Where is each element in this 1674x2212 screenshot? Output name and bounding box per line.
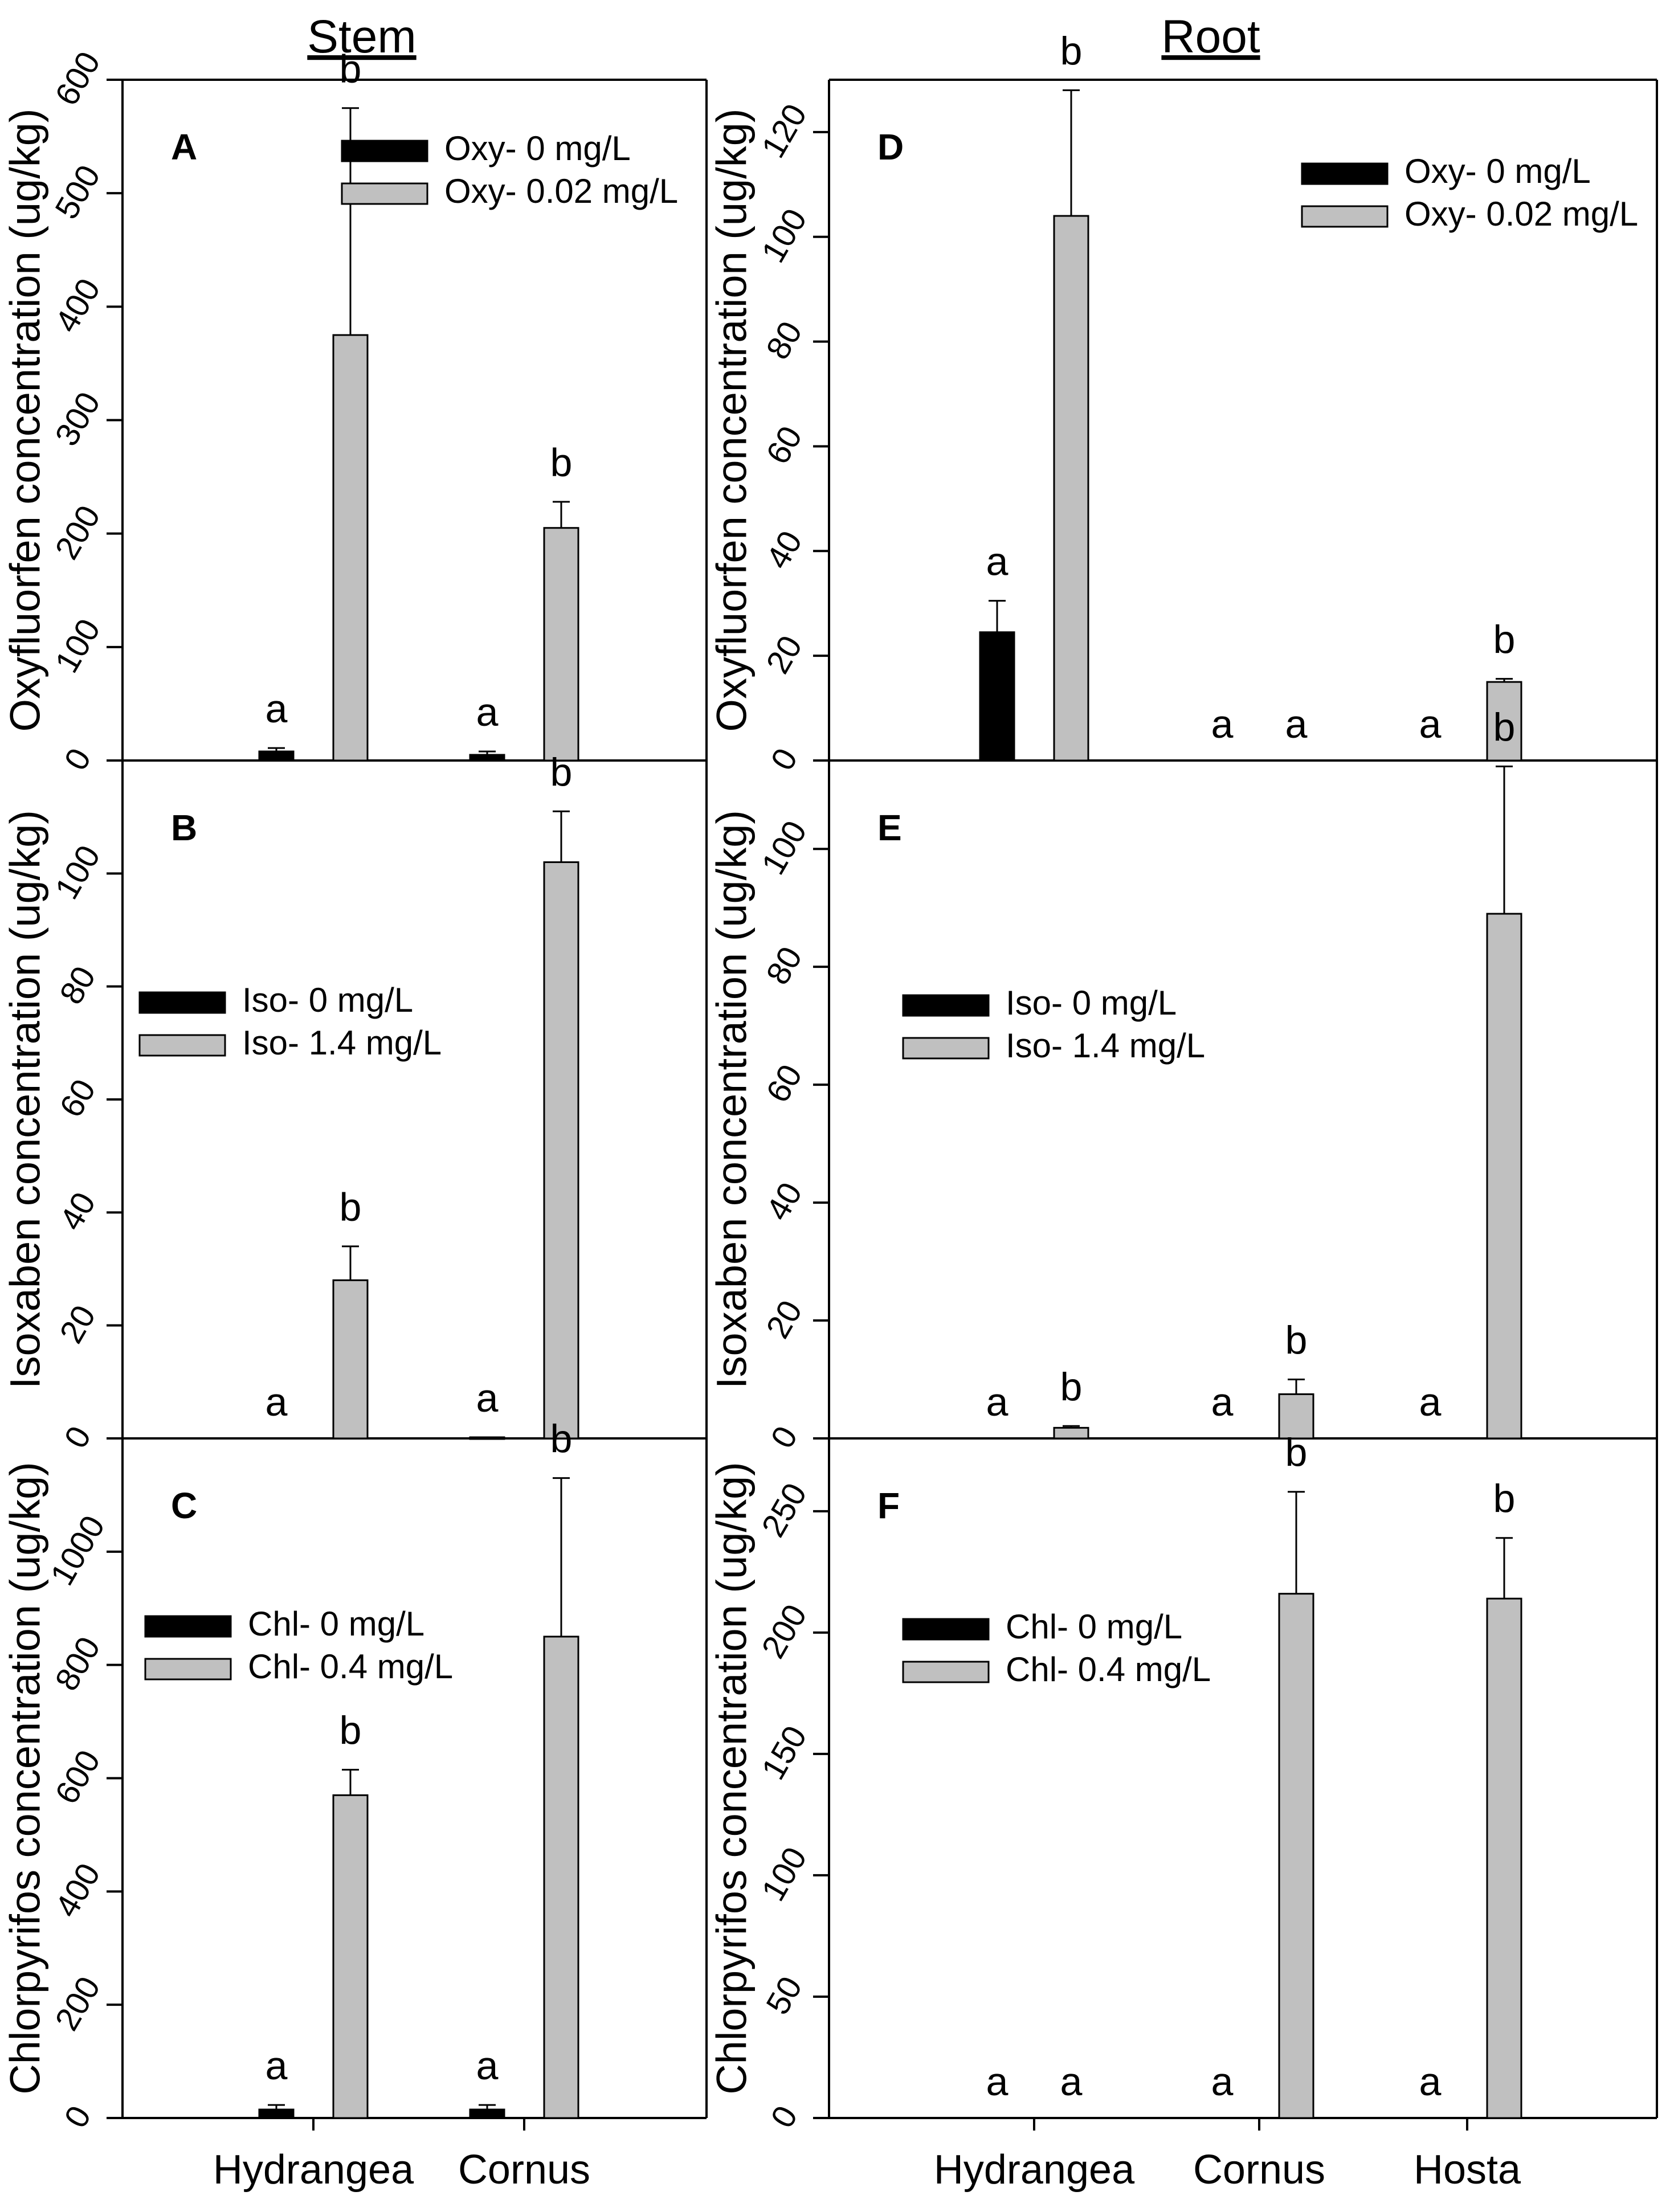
sig-letter-f: a bbox=[1419, 2059, 1442, 2104]
bar-c-control-cornus bbox=[469, 2108, 505, 2119]
sig-letter-b: a bbox=[476, 1376, 499, 1420]
legend-label-d: Oxy- 0.02 mg/L bbox=[1404, 195, 1638, 233]
bar-b-treated-cornus bbox=[543, 861, 579, 1440]
y-axis-title-f: Chlorpyrifos concentration (ug/kg) bbox=[708, 1462, 756, 2095]
x-tick-label-f: Hosta bbox=[1414, 2147, 1521, 2193]
sig-letter-e: a bbox=[1419, 1380, 1442, 1424]
sig-letter-f: b bbox=[1285, 1430, 1308, 1475]
x-tick-label-f: Hydrangea bbox=[934, 2147, 1135, 2193]
legend-swatch-c-control bbox=[144, 1615, 232, 1638]
sig-letter-a: b bbox=[340, 47, 362, 91]
y-axis-title-e: Isoxaben concentration (ug/kg) bbox=[708, 810, 756, 1389]
root-title: Root bbox=[1161, 11, 1260, 63]
legend-label-b: Iso- 1.4 mg/L bbox=[242, 1024, 442, 1062]
panel-letter-f: F bbox=[877, 1485, 900, 1526]
legend-swatch-b-control bbox=[138, 991, 226, 1014]
legend-swatch-f-treated bbox=[902, 1661, 990, 1683]
legend-label-e: Iso- 0 mg/L bbox=[1006, 984, 1177, 1022]
bar-e-treated-cornus bbox=[1278, 1393, 1314, 1440]
legend-label-f: Chl- 0.4 mg/L bbox=[1006, 1650, 1211, 1688]
sig-letter-c: b bbox=[340, 1708, 362, 1753]
x-tick-label-c: Hydrangea bbox=[213, 2147, 414, 2193]
bar-a-control-cornus bbox=[469, 754, 505, 762]
sig-letter-f: b bbox=[1493, 1477, 1516, 1521]
sig-letter-a: a bbox=[266, 686, 288, 731]
sig-letter-e: b bbox=[1285, 1318, 1308, 1363]
legend-label-c: Chl- 0 mg/L bbox=[248, 1605, 424, 1643]
legend-swatch-c-treated bbox=[144, 1658, 232, 1681]
bar-d-control-hydrangea bbox=[979, 631, 1015, 762]
legend-label-e: Iso- 1.4 mg/L bbox=[1006, 1027, 1205, 1065]
sig-letter-d: a bbox=[986, 539, 1009, 584]
legend-label-a: Oxy- 0 mg/L bbox=[444, 129, 631, 167]
bar-d-treated-hydrangea bbox=[1053, 215, 1089, 762]
legend-label-f: Chl- 0 mg/L bbox=[1006, 1608, 1182, 1646]
sig-letter-b: b bbox=[340, 1185, 362, 1229]
sig-letter-e: a bbox=[986, 1380, 1009, 1424]
bar-f-treated-cornus bbox=[1278, 1593, 1314, 2119]
sig-letter-d: b bbox=[1493, 618, 1516, 662]
stem-title: Stem bbox=[307, 11, 416, 63]
bar-f-treated-hosta bbox=[1486, 1597, 1522, 2119]
legend-swatch-d-control bbox=[1301, 162, 1389, 185]
bar-b-control-cornus bbox=[469, 1436, 505, 1440]
sig-letter-c: a bbox=[476, 2043, 499, 2088]
sig-letter-d: a bbox=[1211, 702, 1234, 746]
sig-letter-e: a bbox=[1211, 1380, 1234, 1424]
legend-label-b: Iso- 0 mg/L bbox=[242, 981, 413, 1019]
bar-e-treated-hydrangea bbox=[1053, 1426, 1089, 1440]
legend-label-d: Oxy- 0 mg/L bbox=[1404, 152, 1591, 190]
sig-letter-f: a bbox=[1060, 2059, 1083, 2104]
legend-swatch-f-control bbox=[902, 1618, 990, 1641]
bar-a-treated-cornus bbox=[543, 527, 579, 762]
x-tick-label-c: Cornus bbox=[458, 2147, 590, 2193]
y-axis-title-d: Oxyfluorfen concentration (ug/kg) bbox=[708, 108, 756, 731]
bar-a-treated-hydrangea bbox=[332, 334, 369, 762]
sig-letter-d: a bbox=[1419, 702, 1442, 746]
bar-e-treated-hosta bbox=[1486, 913, 1522, 1440]
bar-b-treated-hydrangea bbox=[332, 1279, 369, 1440]
sig-letter-e: b bbox=[1060, 1364, 1083, 1409]
legend-label-c: Chl- 0.4 mg/L bbox=[248, 1647, 453, 1686]
y-axis-title-c: Chlorpyrifos concentration (ug/kg) bbox=[2, 1462, 49, 2095]
legend-label-a: Oxy- 0.02 mg/L bbox=[444, 172, 678, 210]
sig-letter-a: a bbox=[476, 690, 499, 734]
bar-c-treated-cornus bbox=[543, 1636, 579, 2119]
sig-letter-f: a bbox=[986, 2059, 1009, 2104]
sig-letter-c: b bbox=[550, 1417, 573, 1461]
sig-letter-c: a bbox=[266, 2043, 288, 2088]
sig-letter-f: a bbox=[1211, 2059, 1234, 2104]
legend-swatch-d-treated bbox=[1301, 205, 1389, 228]
panel-letter-a: A bbox=[171, 126, 197, 167]
sig-letter-d: b bbox=[1060, 28, 1083, 73]
bar-d-treated-hosta bbox=[1486, 681, 1522, 762]
bar-c-treated-hydrangea bbox=[332, 1794, 369, 2119]
legend-swatch-e-treated bbox=[902, 1037, 990, 1060]
panel-letter-b: B bbox=[171, 807, 197, 848]
legend-swatch-a-treated bbox=[341, 182, 428, 205]
panel-letter-c: C bbox=[171, 1485, 197, 1526]
bar-c-control-hydrangea bbox=[258, 2108, 295, 2119]
sig-letter-b: b bbox=[550, 750, 573, 794]
y-axis-title-a: Oxyfluorfen concentration (ug/kg) bbox=[2, 108, 49, 731]
legend-swatch-e-control bbox=[902, 994, 990, 1017]
panel-letter-d: D bbox=[877, 126, 904, 167]
x-tick-label-f: Cornus bbox=[1193, 2147, 1325, 2193]
bar-a-control-hydrangea bbox=[258, 750, 295, 762]
y-axis-title-b: Isoxaben concentration (ug/kg) bbox=[2, 810, 49, 1389]
sig-letter-b: a bbox=[266, 1380, 288, 1424]
sig-letter-e: b bbox=[1493, 705, 1516, 749]
panel-letter-e: E bbox=[877, 807, 902, 848]
sig-letter-d: a bbox=[1285, 702, 1308, 746]
legend-swatch-b-treated bbox=[138, 1034, 226, 1057]
sig-letter-a: b bbox=[550, 440, 573, 485]
legend-swatch-a-control bbox=[341, 140, 428, 162]
